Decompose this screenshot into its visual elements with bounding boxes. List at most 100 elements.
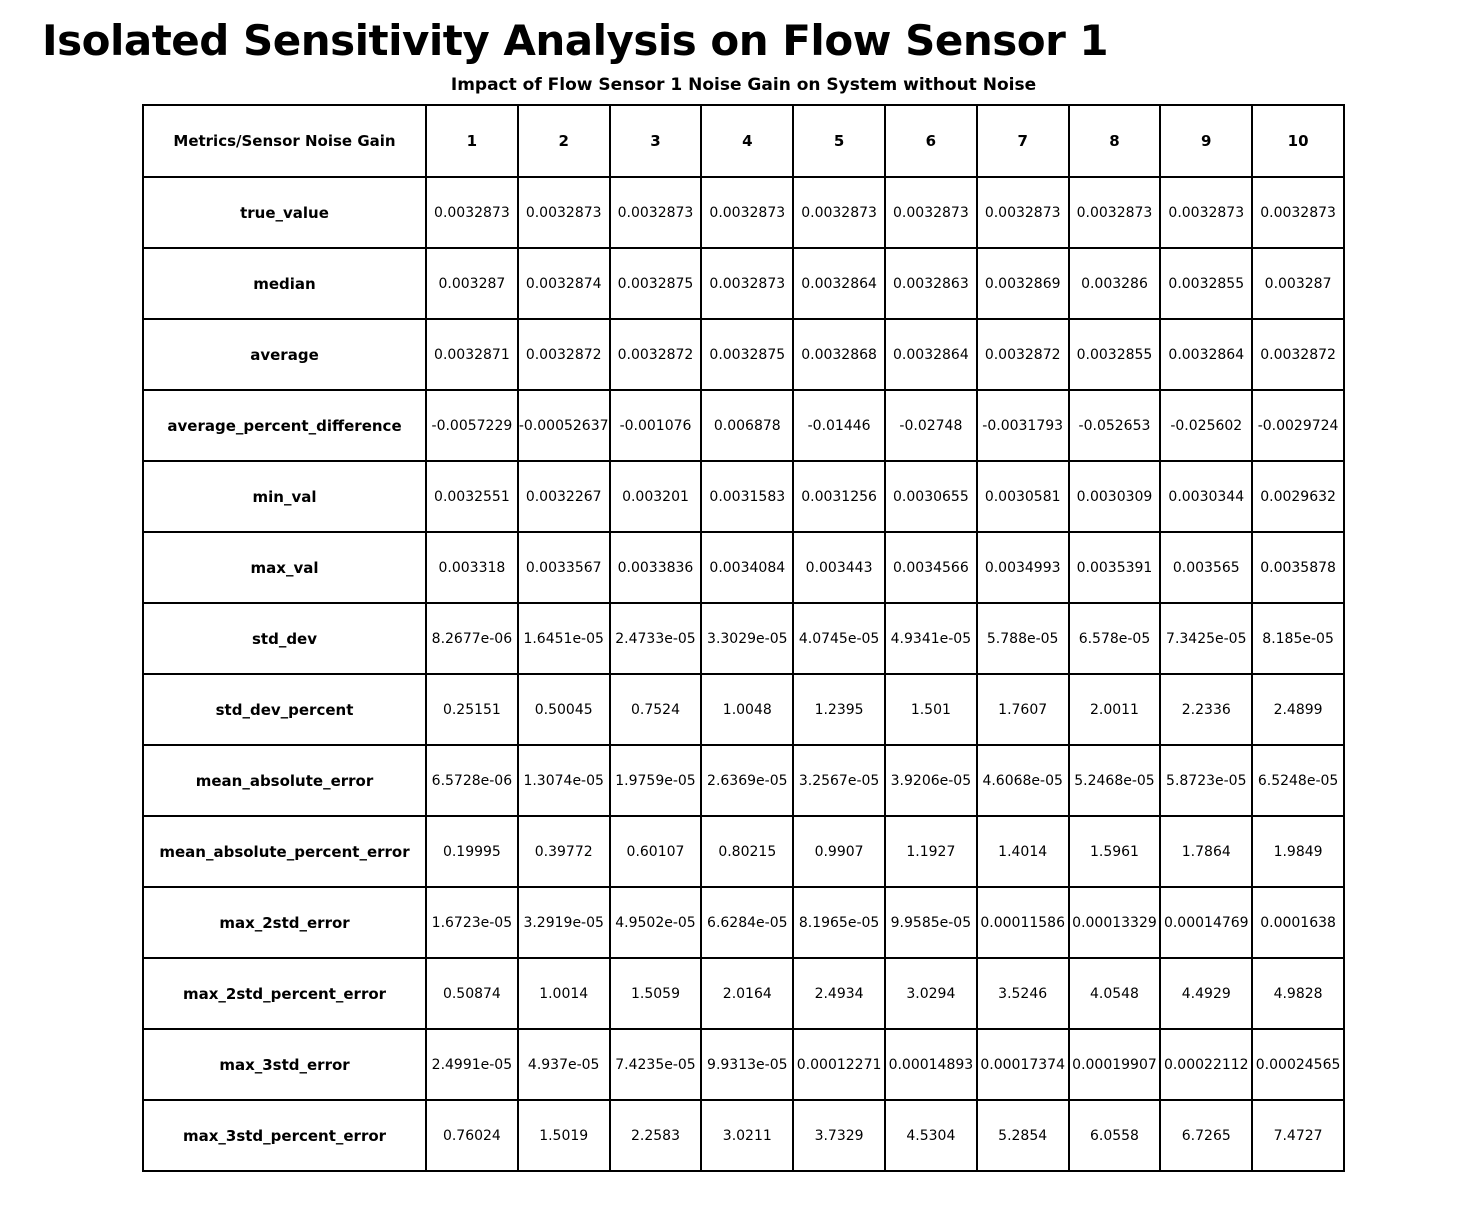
- table-cell: 0.0030581: [975, 460, 1070, 533]
- table-row: average_percent_difference -0.0057229 -0.0…: [142, 389, 1345, 462]
- table-cell: 3.9206e-05: [883, 744, 978, 817]
- table-cell: 6.5728e-06: [425, 744, 519, 817]
- table-cell: 0.0032874: [516, 247, 611, 320]
- table-cell: 0.006878: [700, 389, 795, 462]
- table-cell: 0.003286: [1067, 247, 1162, 320]
- table-cell: -0.052653: [1067, 389, 1162, 462]
- table-cell: 1.6451e-05: [516, 602, 611, 675]
- table-cell: 3.3029e-05: [700, 602, 795, 675]
- row-label: max_2std_error: [142, 886, 427, 959]
- table-cell: 0.0030655: [883, 460, 978, 533]
- table-cell: 0.0032864: [792, 247, 886, 320]
- table-cell: 0.0032872: [516, 318, 611, 391]
- table-cell: 0.00014769: [1159, 886, 1254, 959]
- table-cell: 0.0032873: [883, 176, 978, 249]
- table-cell: 4.937e-05: [516, 1028, 611, 1101]
- table-cell: 6.7265: [1159, 1099, 1254, 1172]
- table-cell: 4.9502e-05: [608, 886, 703, 959]
- row-label: true_value: [142, 176, 427, 249]
- table-cell: 0.0029632: [1251, 460, 1345, 533]
- table-cell: 0.0033836: [608, 531, 703, 604]
- table-cell: 0.00011586: [975, 886, 1070, 959]
- table-cell: 0.0033567: [516, 531, 611, 604]
- row-label: std_dev: [142, 602, 427, 675]
- table-cell: 0.0031583: [700, 460, 795, 533]
- table-row: max_3std_percent_error 0.76024 1.5019 2.258…: [142, 1099, 1345, 1172]
- table-cell: 4.4929: [1159, 957, 1254, 1030]
- table-cell: 9.9313e-05: [700, 1028, 795, 1101]
- column-header: 5: [792, 104, 886, 178]
- table-cell: 0.00012271: [792, 1028, 886, 1101]
- table-cell: 6.578e-05: [1067, 602, 1162, 675]
- column-header: 10: [1251, 104, 1345, 178]
- table-cell: 0.0032872: [608, 318, 703, 391]
- table-cell: 0.00013329: [1067, 886, 1162, 959]
- table-cell: 0.0032871: [425, 318, 519, 391]
- table-cell: 3.0211: [700, 1099, 795, 1172]
- table-cell: 2.4991e-05: [425, 1028, 519, 1101]
- row-label: min_val: [142, 460, 427, 533]
- table-cell: 0.0032868: [792, 318, 886, 391]
- table-cell: 2.4899: [1251, 673, 1345, 746]
- table-cell: 0.0032863: [883, 247, 978, 320]
- table-cell: 0.0032855: [1159, 247, 1254, 320]
- table-cell: 0.003287: [1251, 247, 1345, 320]
- column-header: 4: [700, 104, 795, 178]
- table-cell: -0.01446: [792, 389, 886, 462]
- table-header: Metrics/Sensor Noise Gain 1 2 3 4 5 6 7 8 9 10: [142, 104, 1345, 178]
- table-cell: 0.0035878: [1251, 531, 1345, 604]
- table-cell: 0.0032873: [975, 176, 1070, 249]
- table-cell: 0.003565: [1159, 531, 1254, 604]
- table-row: min_val 0.0032551 0.0032267 0.003201 0.00315…: [142, 460, 1345, 533]
- table-cell: 1.1927: [883, 815, 978, 888]
- table-cell: 0.80215: [700, 815, 795, 888]
- table-cell: 0.003318: [425, 531, 519, 604]
- table-cell: 7.4235e-05: [608, 1028, 703, 1101]
- column-header: 6: [883, 104, 978, 178]
- table-row: true_value 0.0032873 0.0032873 0.0032873 0.0…: [142, 176, 1345, 249]
- table-cell: 0.00019907: [1067, 1028, 1162, 1101]
- table-cell: -0.0031793: [975, 389, 1070, 462]
- table-cell: -0.02748: [883, 389, 978, 462]
- table-cell: 0.0032875: [608, 247, 703, 320]
- table-cell: 0.0032872: [1251, 318, 1345, 391]
- table-cell: 9.9585e-05: [883, 886, 978, 959]
- table-cell: 0.003201: [608, 460, 703, 533]
- table-body: true_value 0.0032873 0.0032873 0.0032873 0.0…: [142, 176, 1345, 1172]
- table-cell: 0.0032873: [425, 176, 519, 249]
- table-row: max_3std_error 2.4991e-05 4.937e-05 7.4235e…: [142, 1028, 1345, 1101]
- table-cell: 0.0032873: [516, 176, 611, 249]
- table-cell: 0.0032875: [700, 318, 795, 391]
- table-row: mean_absolute_percent_error 0.19995 0.3977…: [142, 815, 1345, 888]
- table-cell: 2.2336: [1159, 673, 1254, 746]
- table-cell: 0.0032873: [700, 176, 795, 249]
- table-cell: 4.0548: [1067, 957, 1162, 1030]
- table-cell: 4.9341e-05: [883, 602, 978, 675]
- table-cell: 0.003443: [792, 531, 886, 604]
- table-cell: 1.501: [883, 673, 978, 746]
- column-header: 1: [425, 104, 519, 178]
- row-label: max_val: [142, 531, 427, 604]
- table-cell: 0.0030344: [1159, 460, 1254, 533]
- table-cell: 0.0034084: [700, 531, 795, 604]
- table-cell: 1.5059: [608, 957, 703, 1030]
- table-cell: 5.8723e-05: [1159, 744, 1254, 817]
- table-cell: 8.185e-05: [1251, 602, 1345, 675]
- table-cell: 4.5304: [883, 1099, 978, 1172]
- table-cell: 1.5019: [516, 1099, 611, 1172]
- table-cell: 0.0032873: [700, 247, 795, 320]
- row-label: mean_absolute_percent_error: [142, 815, 427, 888]
- table-cell: 0.00014893: [883, 1028, 978, 1101]
- table-cell: 0.50874: [425, 957, 519, 1030]
- column-header: 2: [516, 104, 611, 178]
- table-cell: 0.0032869: [975, 247, 1070, 320]
- table-cell: 8.2677e-06: [425, 602, 519, 675]
- table-cell: -0.0057229: [425, 389, 519, 462]
- table-row: mean_absolute_error 6.5728e-06 1.3074e-05 1…: [142, 744, 1345, 817]
- table-cell: 2.6369e-05: [700, 744, 795, 817]
- column-header: 7: [975, 104, 1070, 178]
- row-label: max_3std_percent_error: [142, 1099, 427, 1172]
- table-title: Impact of Flow Sensor 1 Noise Gain on Sy…: [450, 75, 1037, 95]
- table-cell: 0.7524: [608, 673, 703, 746]
- table-cell: 3.7329: [792, 1099, 886, 1172]
